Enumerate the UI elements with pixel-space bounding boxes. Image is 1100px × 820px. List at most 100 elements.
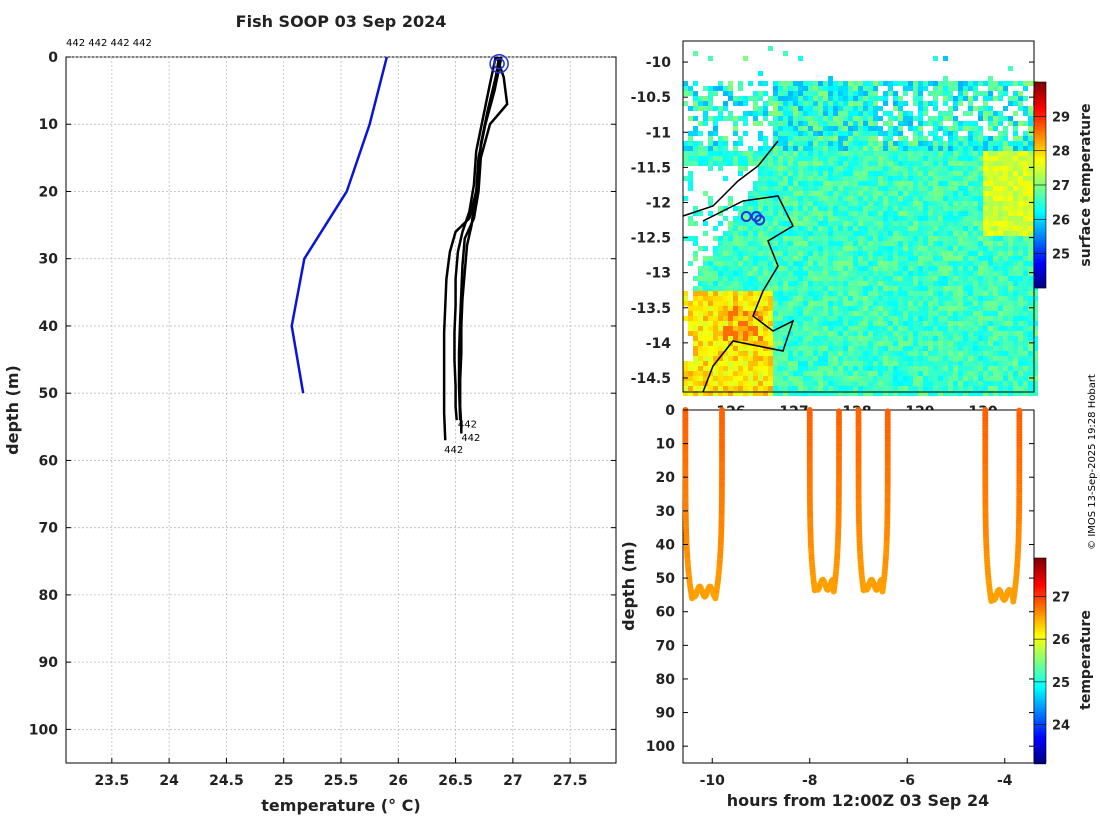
sst-cell bbox=[813, 101, 818, 106]
sst-cell bbox=[888, 91, 893, 96]
sst-cell bbox=[933, 221, 938, 226]
sst-cell bbox=[998, 116, 1003, 121]
sst-cell bbox=[843, 221, 848, 226]
sst-cell bbox=[918, 116, 923, 121]
sst-cell bbox=[943, 336, 948, 341]
sst-cell bbox=[728, 236, 733, 241]
sst-cell bbox=[1028, 221, 1033, 226]
sst-cell bbox=[1003, 186, 1008, 191]
sst-cell bbox=[1023, 276, 1028, 281]
sst-cell bbox=[718, 86, 723, 91]
sst-cell bbox=[793, 156, 798, 161]
sst-cell bbox=[908, 311, 913, 316]
sst-cell bbox=[803, 261, 808, 266]
sst-cell bbox=[938, 201, 943, 206]
sst-cell bbox=[718, 116, 723, 121]
sst-cell bbox=[743, 116, 748, 121]
sst-cell bbox=[713, 356, 718, 361]
sst-cell bbox=[788, 286, 793, 291]
sst-cell bbox=[923, 246, 928, 251]
sst-cell bbox=[893, 296, 898, 301]
sst-cell bbox=[878, 206, 883, 211]
sst-cell bbox=[803, 241, 808, 246]
sst-cell bbox=[993, 371, 998, 376]
sst-cell bbox=[948, 371, 953, 376]
sst-cell bbox=[723, 326, 728, 331]
sst-cell bbox=[933, 131, 938, 136]
sst-cell bbox=[963, 236, 968, 241]
sst-cell bbox=[893, 366, 898, 371]
sst-cell bbox=[743, 241, 748, 246]
sst-cell bbox=[798, 246, 803, 251]
sst-cell bbox=[838, 301, 843, 306]
sst-cell bbox=[903, 356, 908, 361]
sst-cell bbox=[898, 146, 903, 151]
sst-cell bbox=[1023, 381, 1028, 386]
sst-cell bbox=[1013, 156, 1018, 161]
sst-cell bbox=[773, 201, 778, 206]
sst-cell bbox=[908, 261, 913, 266]
sst-cell bbox=[828, 136, 833, 141]
sst-cell bbox=[733, 226, 738, 231]
sst-cell bbox=[923, 206, 928, 211]
sst-cell bbox=[823, 311, 828, 316]
sst-cell bbox=[888, 236, 893, 241]
sst-cell bbox=[833, 176, 838, 181]
sst-cell bbox=[848, 296, 853, 301]
sst-cell bbox=[848, 386, 853, 391]
sst-cell bbox=[928, 211, 933, 216]
sst-cell bbox=[1013, 366, 1018, 371]
sst-cell bbox=[813, 286, 818, 291]
sst-cell bbox=[748, 236, 753, 241]
sst-cell bbox=[1013, 391, 1018, 396]
sst-cell bbox=[858, 146, 863, 151]
sst-cell bbox=[1018, 176, 1023, 181]
sst-cell bbox=[798, 146, 803, 151]
sst-cell bbox=[733, 231, 738, 236]
sst-cell bbox=[1008, 286, 1013, 291]
sst-cell bbox=[803, 181, 808, 186]
sst-cell bbox=[893, 131, 898, 136]
surface-position-marker bbox=[489, 53, 509, 74]
map-colorbar-step bbox=[1034, 274, 1046, 277]
sst-cell bbox=[988, 296, 993, 301]
sst-cell bbox=[1023, 176, 1028, 181]
sst-cell bbox=[1003, 391, 1008, 396]
sst-cell bbox=[928, 181, 933, 186]
sst-cell bbox=[913, 206, 918, 211]
sst-cell bbox=[968, 86, 973, 91]
sst-cell bbox=[993, 251, 998, 256]
sst-cell bbox=[698, 296, 703, 301]
sst-cell bbox=[1023, 211, 1028, 216]
sst-cell bbox=[843, 121, 848, 126]
sst-cell bbox=[1023, 86, 1028, 91]
sst-cell bbox=[788, 276, 793, 281]
sst-cell bbox=[763, 316, 768, 321]
sst-cell bbox=[953, 126, 958, 131]
sst-cell bbox=[1018, 306, 1023, 311]
sst-cell bbox=[783, 391, 788, 396]
sst-cell bbox=[858, 311, 863, 316]
sst-cell bbox=[1028, 306, 1033, 311]
sst-cell bbox=[943, 146, 948, 151]
sst-cell bbox=[858, 341, 863, 346]
sst-cell bbox=[1028, 356, 1033, 361]
sst-cell bbox=[828, 341, 833, 346]
sst-cell bbox=[898, 391, 903, 396]
sst-cell bbox=[843, 151, 848, 156]
sst-cell bbox=[953, 341, 958, 346]
sst-cell bbox=[868, 351, 873, 356]
sst-cell bbox=[723, 91, 728, 96]
sst-cell bbox=[948, 301, 953, 306]
sst-cell bbox=[763, 241, 768, 246]
sst-cell bbox=[828, 251, 833, 256]
sst-cell bbox=[758, 166, 763, 171]
sst-cell bbox=[708, 96, 713, 101]
sst-cell bbox=[848, 146, 853, 151]
sst-cell bbox=[808, 186, 813, 191]
section-x-tick-label: -10 bbox=[700, 773, 726, 789]
sst-cell bbox=[823, 386, 828, 391]
sst-cell bbox=[683, 296, 688, 301]
sst-cell bbox=[843, 136, 848, 141]
sst-cell bbox=[913, 151, 918, 156]
